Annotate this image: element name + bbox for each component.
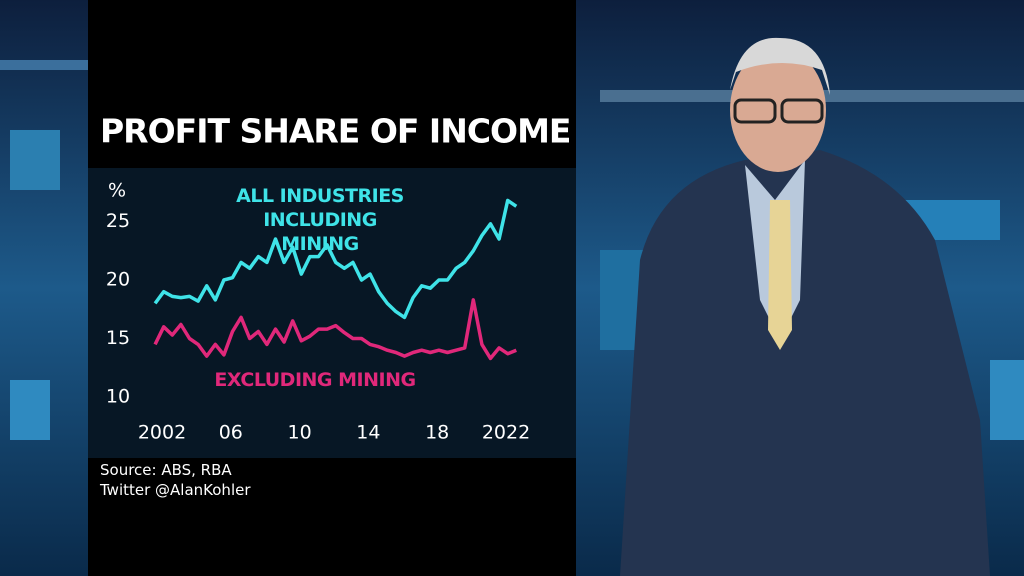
x-tick-label: 18	[425, 422, 449, 444]
x-tick-label: 10	[288, 422, 312, 444]
y-axis-label: %	[108, 180, 126, 202]
y-tick-label: 15	[106, 327, 130, 349]
line	[153, 298, 517, 361]
source-note: Source: ABS, RBA	[100, 461, 232, 479]
line	[153, 198, 518, 320]
x-tick-label: 14	[356, 422, 380, 444]
series-label: EXCLUDING MINING	[214, 369, 416, 391]
x-tick-label: 2002	[138, 422, 186, 444]
y-tick-label: 10	[106, 386, 130, 408]
series-label: ALL INDUSTRIES INCLUDING MINING	[236, 185, 404, 255]
chart-title: PROFIT SHARE OF INCOME	[100, 112, 570, 151]
credit-note: Twitter @AlanKohler	[100, 481, 251, 499]
y-tick-label: 25	[106, 210, 130, 232]
y-tick-label: 20	[106, 269, 130, 291]
x-tick-label: 2022	[482, 422, 530, 444]
x-tick-label: 06	[219, 422, 243, 444]
